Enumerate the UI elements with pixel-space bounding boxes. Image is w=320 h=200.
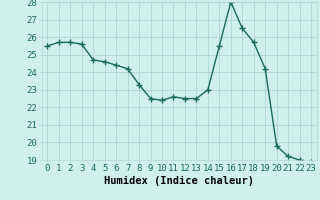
X-axis label: Humidex (Indice chaleur): Humidex (Indice chaleur) [104, 176, 254, 186]
